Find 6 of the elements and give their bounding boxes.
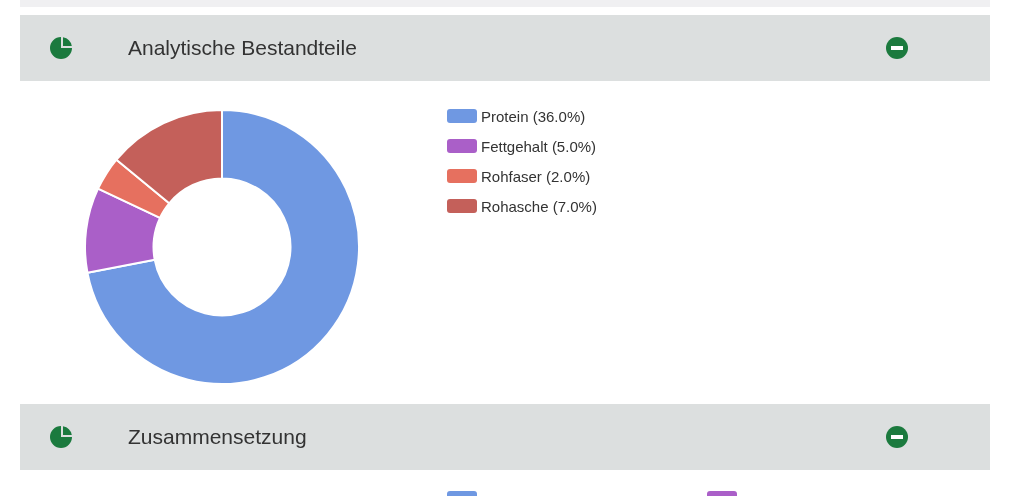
legend-label: Rohasche (7.0%) <box>481 197 597 215</box>
legend-label: Fettgehalt (5.0%) <box>481 137 597 155</box>
legend-label: Rohfaser (2.0%) <box>481 167 591 185</box>
chart-title: Analytische Bestandteile <box>128 35 357 61</box>
legend-label: Protein (36.0%) <box>481 107 586 125</box>
text: Zusammensetzung <box>128 424 307 450</box>
